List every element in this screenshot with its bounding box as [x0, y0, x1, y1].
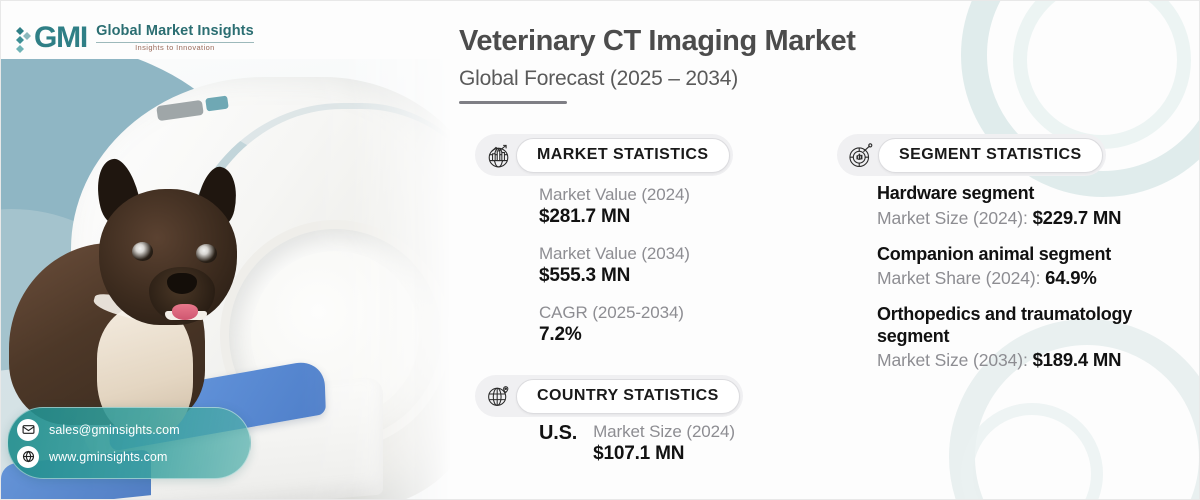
segment-statistics-badge[interactable]: SEGMENT STATISTICS	[837, 134, 1106, 176]
dog-eye-left	[132, 242, 153, 261]
market-statistics-list: Market Value (2024) $281.7 MN Market Val…	[539, 184, 690, 348]
globe-pin-icon	[480, 378, 516, 414]
logo-company-name: Global Market Insights	[96, 22, 254, 39]
segment-metric: Market Size (2034): $189.4 MN	[877, 348, 1187, 372]
contact-pill: sales@gminsights.com www.gminsights.com	[7, 407, 251, 479]
country-name: U.S.	[539, 422, 578, 444]
contact-email-text: sales@gminsights.com	[49, 422, 180, 437]
page-title: Veterinary CT Imaging Market	[459, 25, 856, 57]
segment-title: Orthopedics and traumatology segment	[877, 304, 1133, 346]
segment-metric-label: Market Share (2024):	[877, 268, 1046, 289]
gmi-monogram: GMI	[15, 21, 88, 54]
stat-value: $281.7 MN	[539, 206, 631, 228]
segment-metric-value: 64.9%	[1045, 267, 1097, 289]
logo-wordmark: Global Market Insights Insights to Innov…	[96, 22, 254, 52]
contact-website-text: www.gminsights.com	[49, 449, 168, 464]
stat-label: Market Value (2024)	[539, 185, 690, 204]
segment-metric: Market Size (2024): $229.7 MN	[877, 206, 1187, 230]
country-metric: Market Size (2024) $107.1 MN	[593, 421, 735, 467]
country-metric-value: $107.1 MN	[593, 443, 685, 465]
segment-metric-value: $229.7 MN	[1032, 206, 1122, 228]
gmi-logo[interactable]: GMI Global Market Insights Insights to I…	[15, 23, 254, 53]
segment-metric: Market Share (2024): 64.9%	[877, 266, 1187, 290]
segment-item: Hardware segment Market Size (2024): $22…	[877, 183, 1187, 230]
dog-eye-right	[196, 244, 217, 263]
logo-tagline: Insights to Innovation	[135, 42, 215, 52]
segment-title: Companion animal segment	[877, 243, 1112, 264]
segment-item: Orthopedics and traumatology segment Mar…	[877, 304, 1187, 372]
segment-metric-label: Market Size (2034):	[877, 350, 1033, 371]
title-block: Veterinary CT Imaging Market Global Fore…	[459, 25, 1059, 105]
country-statistics-row: U.S. Market Size (2024) $107.1 MN	[539, 421, 735, 467]
segment-metric-label: Market Size (2024):	[877, 207, 1033, 228]
segment-statistics-label: SEGMENT STATISTICS	[878, 137, 1103, 173]
dog-tongue	[172, 304, 198, 320]
stat-value: 7.2%	[539, 324, 582, 346]
stat-label: Market Value (2034)	[539, 243, 690, 263]
gmi-diamond-icon	[16, 27, 31, 53]
stat-label: CAGR (2025-2034)	[539, 302, 684, 322]
donut-chart-target-icon	[842, 137, 878, 173]
dog-nose	[167, 273, 197, 294]
globe-bar-chart-icon	[480, 137, 516, 173]
decorative-ring-bottom-right-inner	[961, 403, 1103, 499]
country-metric-label: Market Size (2024)	[593, 422, 735, 441]
segment-metric-value: $189.4 MN	[1032, 349, 1122, 371]
page-subtitle: Global Forecast (2025 – 2034)	[459, 67, 739, 91]
market-statistics-label: MARKET STATISTICS	[516, 137, 730, 173]
stat-item: Market Value (2024) $281.7 MN	[539, 184, 690, 230]
gmi-mark-text: GMI	[34, 21, 88, 54]
stat-item: Market Value (2034) $555.3 MN	[539, 243, 690, 289]
stat-item: CAGR (2025-2034) 7.2%	[539, 302, 690, 348]
segment-item: Companion animal segment Market Share (2…	[877, 244, 1187, 291]
envelope-icon	[17, 418, 39, 441]
contact-website-row[interactable]: www.gminsights.com	[17, 445, 250, 468]
logo-divider	[96, 41, 254, 43]
country-statistics-badge[interactable]: COUNTRY STATISTICS	[475, 375, 743, 417]
contact-email-row[interactable]: sales@gminsights.com	[17, 418, 250, 441]
market-statistics-badge[interactable]: MARKET STATISTICS	[475, 134, 733, 176]
country-statistics-label: COUNTRY STATISTICS	[516, 378, 740, 414]
segment-statistics-list: Hardware segment Market Size (2024): $22…	[877, 183, 1187, 373]
segment-title: Hardware segment	[877, 183, 1035, 203]
globe-icon	[17, 445, 39, 468]
stat-value: $555.3 MN	[539, 265, 631, 287]
title-underline	[459, 101, 567, 105]
